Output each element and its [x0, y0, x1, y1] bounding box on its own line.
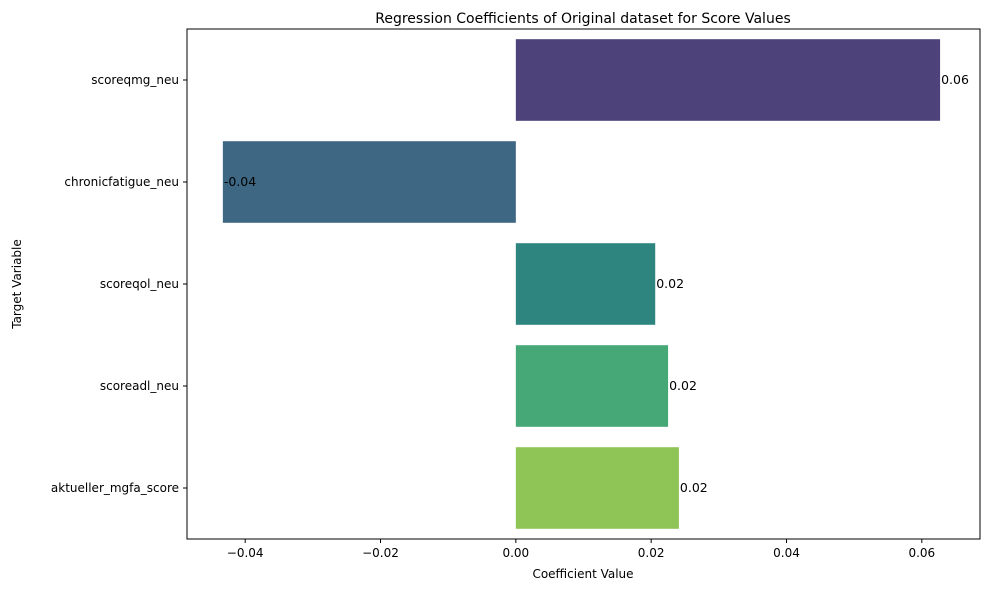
- y-tick-label-scoreqmg-neu: scoreqmg_neu: [91, 73, 179, 87]
- y-tick-label-aktueller-mgfa-score: aktueller_mgfa_score: [51, 481, 179, 495]
- x-axis-label: Coefficient Value: [532, 567, 633, 581]
- bar-value-label-chronicfatigue-neu: -0.04: [224, 174, 256, 189]
- y-tick-label-scoreadl-neu: scoreadl_neu: [100, 379, 179, 393]
- x-tick-label: 0.00: [502, 546, 529, 560]
- y-tick-label-scoreqol-neu: scoreqol_neu: [100, 277, 179, 291]
- x-tick-label: 0.06: [908, 546, 935, 560]
- y-axis-ticks: scoreqmg_neu chronicfatigue_neu scoreqol_n…: [51, 73, 187, 495]
- chart-title: Regression Coefficients of Original data…: [375, 11, 790, 27]
- bar-chronicfatigue-neu: [222, 141, 516, 223]
- bar-value-label-scoreqmg-neu: 0.06: [941, 72, 969, 87]
- y-axis-label: Target Variable: [10, 239, 24, 330]
- bar-value-label-scoreadl-neu: 0.02: [669, 378, 697, 393]
- bar-labels-group: 0.06 -0.04 0.02 0.02 0.02: [224, 72, 969, 495]
- x-axis-ticks: −0.04 −0.02 0.00 0.02 0.04 0.06: [227, 539, 935, 560]
- bars-group: [222, 39, 941, 529]
- bar-scoreqmg-neu: [515, 39, 941, 121]
- y-tick-label-chronicfatigue-neu: chronicfatigue_neu: [64, 175, 179, 189]
- bar-value-label-aktueller-mgfa-score: 0.02: [680, 480, 708, 495]
- bar-aktueller-mgfa-score: [515, 447, 679, 529]
- x-tick-label: 0.04: [773, 546, 800, 560]
- bar-scoreqol-neu: [515, 243, 656, 325]
- x-tick-label: −0.02: [362, 546, 399, 560]
- bar-value-label-scoreqol-neu: 0.02: [656, 276, 684, 291]
- x-tick-label: 0.02: [638, 546, 665, 560]
- x-tick-label: −0.04: [227, 546, 264, 560]
- bar-scoreadl-neu: [515, 345, 669, 427]
